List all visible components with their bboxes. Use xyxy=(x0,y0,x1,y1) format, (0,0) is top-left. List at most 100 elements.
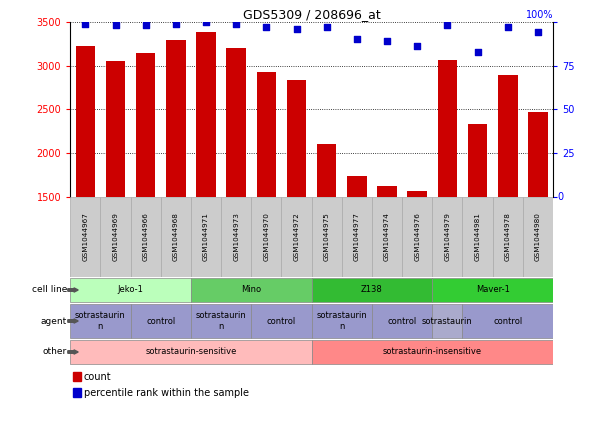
Text: control: control xyxy=(387,316,417,326)
Point xyxy=(412,43,422,50)
Text: 0: 0 xyxy=(558,192,564,202)
Bar xyxy=(196,33,216,328)
Title: GDS5309 / 208696_at: GDS5309 / 208696_at xyxy=(243,8,381,21)
Text: GSM1044979: GSM1044979 xyxy=(444,213,450,261)
Text: sotrastaurin
n: sotrastaurin n xyxy=(75,311,126,331)
Bar xyxy=(528,112,547,328)
Point xyxy=(262,24,271,30)
Text: other: other xyxy=(43,348,67,357)
Text: control: control xyxy=(493,316,522,326)
Point xyxy=(322,24,332,30)
Point xyxy=(201,19,211,25)
Text: Mino: Mino xyxy=(241,286,262,294)
Text: GSM1044976: GSM1044976 xyxy=(414,213,420,261)
Bar xyxy=(492,197,523,277)
Text: Z138: Z138 xyxy=(361,286,383,294)
Bar xyxy=(347,176,367,328)
Text: control: control xyxy=(267,316,296,326)
Text: GSM1044980: GSM1044980 xyxy=(535,213,541,261)
Bar xyxy=(523,197,553,277)
Bar xyxy=(287,80,306,328)
Text: cell line: cell line xyxy=(32,286,67,294)
Text: GSM1044970: GSM1044970 xyxy=(263,213,269,261)
Bar xyxy=(433,197,463,277)
Bar xyxy=(76,47,95,328)
Bar xyxy=(282,197,312,277)
Bar xyxy=(191,197,221,277)
Text: GSM1044974: GSM1044974 xyxy=(384,213,390,261)
Text: GSM1044971: GSM1044971 xyxy=(203,213,209,261)
Text: GSM1044966: GSM1044966 xyxy=(143,213,148,261)
Bar xyxy=(166,40,186,328)
Point xyxy=(111,22,120,29)
Bar xyxy=(342,197,372,277)
Text: Jeko-1: Jeko-1 xyxy=(118,286,144,294)
Bar xyxy=(463,304,553,338)
Bar xyxy=(402,197,433,277)
Bar xyxy=(312,304,372,338)
Point xyxy=(291,26,301,33)
Bar xyxy=(191,278,312,302)
Bar xyxy=(433,304,463,338)
Point xyxy=(232,20,241,27)
Bar xyxy=(377,187,397,328)
Text: sotrastaurin-sensitive: sotrastaurin-sensitive xyxy=(145,348,236,357)
Bar xyxy=(100,197,131,277)
Text: sotrastaurin: sotrastaurin xyxy=(422,316,473,326)
Bar xyxy=(312,197,342,277)
Bar xyxy=(106,61,125,328)
Bar xyxy=(221,197,251,277)
Bar xyxy=(70,197,100,277)
Point xyxy=(533,29,543,36)
Bar xyxy=(372,197,402,277)
Point xyxy=(171,20,181,27)
Bar xyxy=(227,48,246,328)
Bar xyxy=(191,304,251,338)
Bar xyxy=(468,124,488,328)
Text: GSM1044981: GSM1044981 xyxy=(475,213,480,261)
Bar xyxy=(251,197,282,277)
Text: GSM1044967: GSM1044967 xyxy=(82,213,89,261)
Point xyxy=(442,22,452,29)
Text: agent: agent xyxy=(41,316,67,326)
Bar xyxy=(498,75,518,328)
Point xyxy=(503,24,513,30)
Text: GSM1044975: GSM1044975 xyxy=(324,213,330,261)
Bar xyxy=(437,60,457,328)
Bar xyxy=(372,304,433,338)
Text: GSM1044968: GSM1044968 xyxy=(173,213,179,261)
Bar xyxy=(136,53,155,328)
Bar xyxy=(433,278,553,302)
Text: sotrastaurin
n: sotrastaurin n xyxy=(196,311,246,331)
Text: GSM1044977: GSM1044977 xyxy=(354,213,360,261)
Point xyxy=(382,38,392,45)
Text: GSM1044973: GSM1044973 xyxy=(233,213,239,261)
Text: GSM1044969: GSM1044969 xyxy=(112,213,119,261)
Text: percentile rank within the sample: percentile rank within the sample xyxy=(84,388,249,398)
Bar xyxy=(131,304,191,338)
Bar xyxy=(317,144,337,328)
Bar xyxy=(161,197,191,277)
Bar xyxy=(251,304,312,338)
Text: count: count xyxy=(84,372,111,382)
Text: sotrastaurin-insensitive: sotrastaurin-insensitive xyxy=(382,348,482,357)
Bar xyxy=(463,197,492,277)
Text: GSM1044972: GSM1044972 xyxy=(293,213,299,261)
Bar xyxy=(70,278,191,302)
Text: sotrastaurin
n: sotrastaurin n xyxy=(316,311,367,331)
Bar xyxy=(312,278,433,302)
Bar xyxy=(70,304,131,338)
Bar xyxy=(257,72,276,328)
Point xyxy=(81,20,90,27)
Bar xyxy=(131,197,161,277)
Point xyxy=(473,48,483,55)
Text: control: control xyxy=(146,316,175,326)
Text: Maver-1: Maver-1 xyxy=(476,286,510,294)
Bar xyxy=(70,340,312,364)
Text: 100%: 100% xyxy=(525,10,553,20)
Point xyxy=(352,36,362,43)
Point xyxy=(141,22,150,29)
Bar xyxy=(312,340,553,364)
Text: GSM1044978: GSM1044978 xyxy=(505,213,511,261)
Bar xyxy=(408,191,427,328)
